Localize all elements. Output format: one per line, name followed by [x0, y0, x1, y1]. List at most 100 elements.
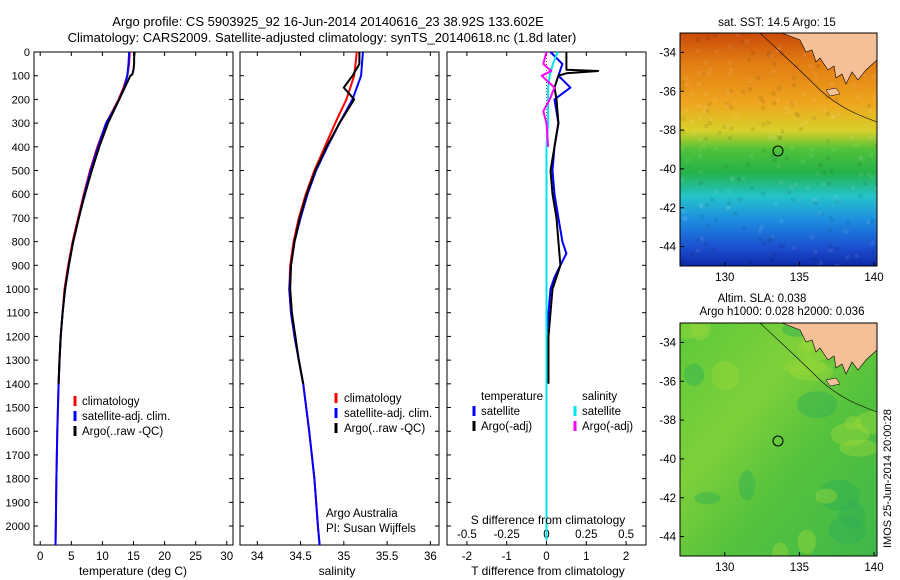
sla-map-title-1: Altim. SLA: 0.038: [718, 293, 807, 305]
series-line-argo-raw-qc-: [289, 52, 361, 384]
sst-pixel: [708, 67, 713, 72]
legend-label-climatology: climatology: [82, 396, 140, 408]
sst-pixel: [713, 146, 718, 151]
sst-pixel: [792, 101, 797, 105]
x-tick-label: 10: [96, 551, 109, 563]
sst-pixel: [773, 201, 778, 206]
temperature-legend: climatology satellite-adj. clim. Argo(..…: [73, 396, 170, 438]
sla-anomaly: [838, 501, 866, 529]
sst-pixel: [810, 235, 815, 240]
sst-pixel: [699, 203, 704, 208]
argo-float-marker: [772, 145, 784, 157]
legend-label-t-argo: Argo(-adj): [481, 421, 532, 433]
legend-label-climatology: climatology: [344, 393, 402, 405]
legend-title-temperature: temperature: [481, 391, 543, 403]
x-tick-label: 35.5: [376, 551, 398, 563]
sst-pixel: [734, 115, 739, 120]
sst-pixel: [814, 197, 819, 202]
sst-pixel: [772, 157, 777, 162]
sst-pixel: [698, 137, 702, 142]
t-difference-x-label: T difference from climatology: [471, 564, 625, 578]
sst-pixel: [834, 98, 839, 102]
sst-pixel: [787, 190, 792, 195]
sst-pixel: [830, 114, 835, 119]
sst-pixel: [680, 146, 684, 151]
sst-pixel: [792, 83, 797, 88]
sst-pixel: [784, 156, 789, 160]
map-x-tick-label: 140: [864, 562, 883, 574]
sst-pixel: [745, 39, 750, 44]
difference-legend: temperature satellite Argo(-adj) salinit…: [472, 391, 633, 433]
sst-pixel: [695, 237, 700, 242]
sst-pixel: [812, 256, 817, 261]
sst-pixel: [772, 135, 777, 140]
sst-pixel: [813, 201, 818, 206]
sst-pixel: [827, 182, 832, 187]
legend-label-argo: Argo(..raw -QC): [82, 426, 163, 438]
sst-pixel: [809, 153, 814, 158]
sla-anomaly: [711, 360, 740, 391]
sst-pixel: [818, 163, 823, 168]
s-difference-x-label: S difference from climatology: [471, 513, 626, 527]
sst-pixel: [706, 223, 711, 228]
figure-subtitle: Climatology: CARS2009. Satellite-adjuste…: [68, 30, 577, 45]
sst-pixel: [701, 144, 706, 149]
sst-pixel: [697, 154, 702, 159]
sst-pixel: [689, 251, 694, 256]
y-tick-label: 1000: [6, 284, 30, 296]
sst-pixel: [706, 36, 711, 40]
sst-pixel: [699, 236, 704, 241]
sst-pixel: [761, 122, 766, 127]
sst-pixel: [815, 171, 820, 176]
sst-pixel: [835, 264, 840, 266]
sst-pixel: [775, 48, 780, 53]
sst-pixel: [690, 119, 695, 123]
sst-pixel: [761, 148, 766, 153]
difference-x-axes: -2 -1 0 1 2-0.5 -0.25 0 0.25 0.5: [457, 52, 634, 563]
sst-pixel: [729, 126, 734, 131]
sst-pixel: [845, 255, 850, 260]
x-tick-label: 34.5: [289, 551, 311, 563]
sst-pixel: [822, 170, 827, 175]
land-australia: [781, 323, 877, 375]
sst-pixel: [856, 94, 861, 99]
sst-pixel: [777, 130, 782, 135]
sst-pixel: [776, 86, 781, 91]
y-tick-label: 1300: [6, 355, 30, 367]
sst-pixel: [781, 243, 786, 248]
sst-pixel: [808, 64, 813, 69]
sla-anomaly: [694, 492, 721, 505]
sst-pixel: [826, 155, 831, 160]
salinity-depth-ticks: [240, 51, 439, 527]
x-tick-label: 15: [127, 551, 140, 563]
sst-pixel: [714, 190, 719, 194]
sst-pixel: [870, 219, 875, 224]
map-y-tick-label: -38: [659, 125, 676, 137]
sst-pixel: [794, 112, 799, 117]
sst-pixel: [795, 63, 800, 68]
sst-pixel: [727, 201, 732, 206]
sst-pixel: [858, 194, 863, 198]
temperature-x-axis: 0 5 10 15 20 25 30: [37, 52, 233, 563]
sst-pixel: [713, 218, 718, 223]
sst-pixel: [854, 142, 859, 147]
sst-pixel: [813, 72, 818, 77]
sst-pixel: [728, 44, 732, 49]
sst-pixel: [776, 163, 781, 168]
sst-pixel: [680, 80, 685, 85]
sst-pixel: [696, 37, 701, 42]
sla-map-frame: [679, 322, 878, 557]
sla-anomaly: [854, 410, 877, 435]
x-tick-label: 2: [623, 551, 629, 563]
diff-line-salinity-satellite: [545, 51, 559, 541]
x-tick-label: -2: [462, 551, 472, 563]
s-tick-label: 0.5: [618, 529, 634, 541]
sst-pixel: [722, 124, 727, 129]
sst-pixel: [833, 194, 838, 199]
temperature-series: [54, 51, 136, 546]
sla-anomaly: [783, 358, 827, 376]
sla-anomaly: [690, 323, 711, 341]
sst-pixel: [737, 177, 742, 182]
sst-pixel: [867, 103, 871, 108]
